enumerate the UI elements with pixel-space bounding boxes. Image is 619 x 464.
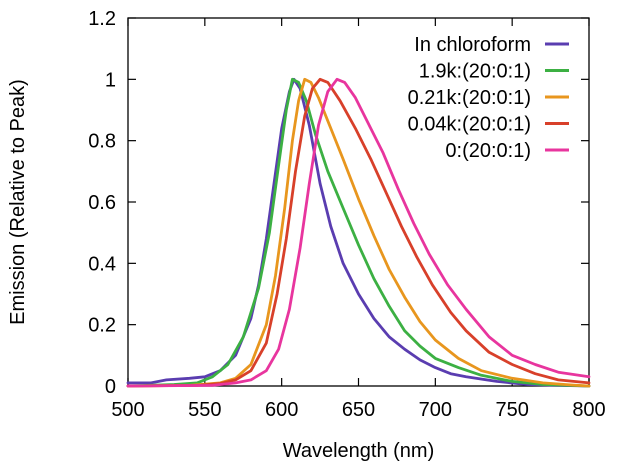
y-tick-label: 1 — [105, 69, 116, 91]
x-tick-label: 650 — [342, 399, 375, 421]
series-line-4 — [126, 77, 591, 388]
y-tick-label: 0 — [105, 376, 116, 398]
legend-label: 0.21k:(20:0:1) — [408, 87, 531, 109]
x-axis: 500 550 600 650 700 750 800 — [111, 18, 606, 421]
legend-label: In chloroform — [414, 34, 531, 56]
y-tick-label: 0.2 — [88, 315, 116, 337]
y-tick-label: 0.8 — [88, 131, 116, 153]
y-axis: 0 0.2 0.4 0.6 0.8 1 1.2 — [88, 8, 589, 398]
legend: In chloroform 1.9k:(20:0:1) 0.21k:(20:0:1)… — [408, 34, 569, 162]
x-tick-label: 500 — [111, 399, 144, 421]
x-tick-label: 700 — [419, 399, 452, 421]
series-layer — [126, 77, 591, 388]
x-tick-label: 550 — [188, 399, 221, 421]
x-tick-label: 600 — [265, 399, 298, 421]
legend-label: 0.04k:(20:0:1) — [408, 114, 531, 136]
y-tick-label: 0.4 — [88, 253, 116, 275]
y-axis-title: Emission (Relative to Peak) — [7, 79, 29, 325]
legend-label: 0:(20:0:1) — [445, 140, 531, 162]
x-axis-title: Wavelength (nm) — [283, 440, 435, 462]
series-line-3 — [126, 77, 591, 388]
legend-label: 1.9k:(20:0:1) — [419, 61, 531, 83]
x-tick-label: 750 — [495, 399, 528, 421]
series-line-2 — [126, 77, 591, 388]
y-tick-label: 0.6 — [88, 192, 116, 214]
y-tick-label: 1.2 — [88, 8, 116, 30]
x-tick-label: 800 — [572, 399, 605, 421]
series-line-5 — [126, 77, 591, 388]
